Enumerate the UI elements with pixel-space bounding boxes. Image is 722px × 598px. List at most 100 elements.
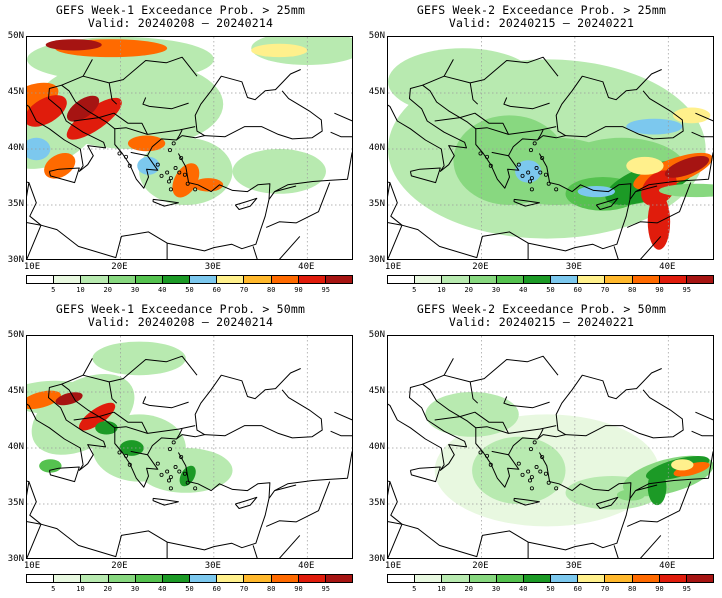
island <box>168 187 173 192</box>
colorbar-label: 5 <box>51 286 56 294</box>
coastline <box>268 484 297 499</box>
island <box>173 166 178 171</box>
colorbar-label: 95 <box>682 585 691 593</box>
colorbar-label: 70 <box>239 585 249 593</box>
colorbar-label: 50 <box>185 585 194 593</box>
colorbar-swatch <box>659 575 687 582</box>
coastline <box>61 56 198 86</box>
probability-area <box>55 392 83 406</box>
colorbar-label: 95 <box>682 286 691 294</box>
coastline <box>176 129 183 141</box>
latitude-label: 30N <box>368 255 385 265</box>
coastline <box>513 497 540 506</box>
colorbar-swatch <box>325 276 353 283</box>
colorbar <box>387 574 714 583</box>
island <box>168 486 173 491</box>
coastline <box>108 381 118 404</box>
colorbar-label: 40 <box>158 585 167 593</box>
latitude-label: 30N <box>7 255 24 265</box>
island <box>538 469 543 474</box>
colorbar-swatch <box>190 575 218 582</box>
coastline <box>234 496 258 509</box>
island <box>127 462 132 467</box>
probability-area <box>577 185 616 198</box>
panel-title: GEFS Week-2 Exceedance Prob. > 50mm <box>416 302 667 316</box>
probability-area <box>616 489 645 501</box>
latitude-label: 45N <box>368 386 385 396</box>
colorbar-swatch <box>325 575 353 582</box>
island <box>124 154 129 159</box>
colorbar <box>26 275 353 284</box>
island <box>538 170 543 175</box>
latitude-label: 40N <box>7 442 24 452</box>
probability-area <box>95 421 118 435</box>
colorbar-label: 30 <box>130 585 140 593</box>
coastline <box>82 59 93 77</box>
longitude-label: 40E <box>659 262 676 272</box>
colorbar-label: 80 <box>628 585 637 593</box>
coastline <box>422 69 662 189</box>
colorbar-label: 70 <box>600 286 610 294</box>
latitude-label: 35N <box>7 498 24 508</box>
colorbar-swatch <box>388 276 416 283</box>
colorbar-label: 80 <box>628 286 637 294</box>
coastline <box>388 481 403 558</box>
coastline <box>266 481 331 527</box>
map-panel-1: GEFS Week-1 Exceedance Prob. > 25mm Vali… <box>0 0 361 299</box>
probability-area <box>45 39 102 51</box>
island <box>554 486 559 491</box>
colorbar-swatch <box>108 276 136 283</box>
probability-area <box>251 43 308 58</box>
probability-area <box>626 156 664 175</box>
colorbar-swatch <box>190 276 218 283</box>
colorbar-swatch <box>605 276 633 283</box>
island <box>185 181 190 186</box>
island <box>534 465 539 470</box>
colorbar-label: 30 <box>130 286 140 294</box>
colorbar-swatch <box>271 276 299 283</box>
colorbar-label: 60 <box>573 585 582 593</box>
island <box>543 172 548 177</box>
coastline <box>469 82 479 105</box>
probability-area <box>92 341 186 376</box>
colorbar-swatch <box>54 575 82 582</box>
precip-probability-map <box>27 336 352 558</box>
coastline <box>491 450 509 456</box>
probability-area <box>232 149 326 194</box>
island <box>520 472 525 477</box>
colorbar-label: 20 <box>464 585 473 593</box>
island <box>155 461 160 466</box>
coastline <box>48 167 80 184</box>
island <box>478 450 483 455</box>
colorbar-swatch <box>217 276 245 283</box>
island <box>485 154 490 159</box>
colorbar-swatch <box>659 276 687 283</box>
colorbar-label: 90 <box>294 585 303 593</box>
island <box>167 478 172 483</box>
longitude-label: 30E <box>565 561 582 571</box>
island <box>159 472 164 477</box>
island <box>554 187 559 192</box>
colorbar-label: 20 <box>103 286 112 294</box>
colorbar-swatch <box>578 276 606 283</box>
colorbar-label: 50 <box>185 286 194 294</box>
colorbar-label: 50 <box>546 286 555 294</box>
coastline <box>629 484 658 499</box>
island <box>516 461 521 466</box>
island <box>526 469 531 474</box>
colorbar <box>26 574 353 583</box>
coastline <box>142 396 189 409</box>
longitude-label: 10E <box>23 262 41 272</box>
island <box>155 162 160 167</box>
colorbar-swatch <box>578 575 606 582</box>
probability-area <box>515 160 542 183</box>
latitude-label: 40N <box>7 143 24 153</box>
coastline <box>595 197 619 210</box>
coastline <box>268 185 297 200</box>
coastline <box>27 481 42 558</box>
coastline <box>152 198 179 207</box>
colorbar-label: 60 <box>212 585 221 593</box>
colorbar-label: 95 <box>321 286 330 294</box>
colorbar-swatch <box>469 575 497 582</box>
colorbar <box>387 275 714 284</box>
